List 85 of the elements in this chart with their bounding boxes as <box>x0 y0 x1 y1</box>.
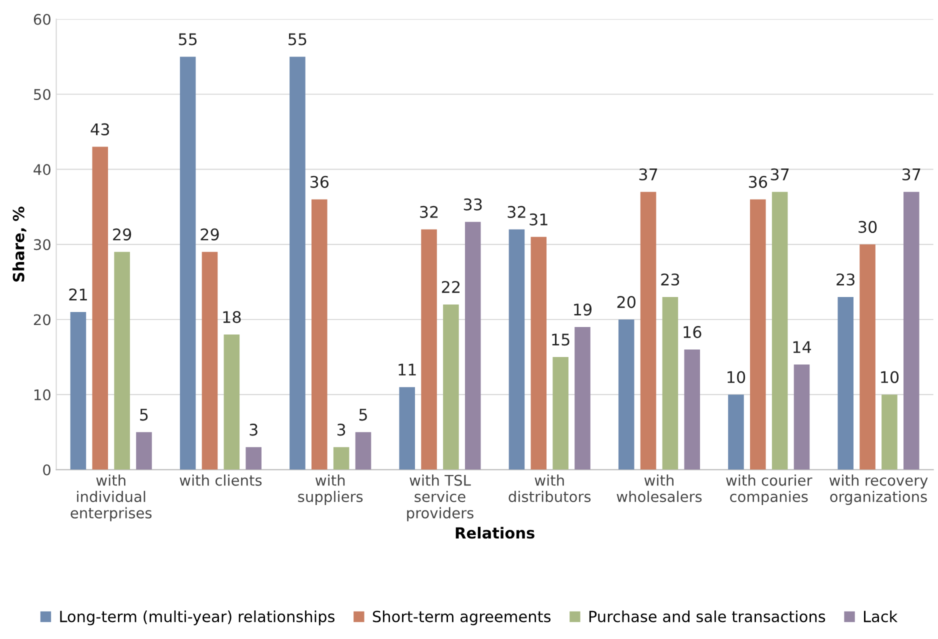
bar <box>290 56 306 470</box>
bar <box>882 394 898 470</box>
bar <box>355 432 372 470</box>
data-label: 3 <box>337 424 346 436</box>
bar <box>70 312 86 470</box>
x-tick-label: with suppliers <box>298 474 363 505</box>
data-label: 37 <box>639 168 658 180</box>
data-label: 33 <box>464 198 482 210</box>
bar <box>421 229 437 470</box>
bar <box>136 432 152 470</box>
data-label: 23 <box>661 273 680 286</box>
y-tick-label: 10 <box>34 389 50 400</box>
bar <box>464 222 481 470</box>
y-axis-title: Share, % <box>12 206 26 282</box>
bar <box>114 252 130 470</box>
y-tick-label: 50 <box>34 88 50 100</box>
bar <box>772 192 788 470</box>
bar <box>92 146 108 470</box>
legend-label: Long-term (multi-year) relationships <box>60 610 334 626</box>
bar <box>860 244 876 470</box>
bar <box>838 296 854 470</box>
data-label: 29 <box>113 228 132 240</box>
x-tick-label: with TSL service providers <box>407 474 474 522</box>
data-label: 20 <box>617 296 636 308</box>
bar <box>224 334 240 470</box>
bar <box>246 447 262 470</box>
data-label: 36 <box>310 176 329 188</box>
bar <box>508 229 525 470</box>
data-label: 21 <box>69 288 87 300</box>
x-tick-label: with recovery organizations <box>829 474 928 505</box>
legend-label: Purchase and sale transactions <box>589 610 826 622</box>
data-label: 3 <box>250 424 258 436</box>
legend-label: Short-term agreements <box>372 610 551 626</box>
data-label: 16 <box>684 326 702 338</box>
bar <box>202 252 218 470</box>
bar <box>180 56 196 470</box>
bar <box>618 320 634 470</box>
data-label: 30 <box>858 220 877 233</box>
data-label: 10 <box>728 371 746 384</box>
data-label: 36 <box>748 176 768 188</box>
x-tick-label: with clients <box>180 474 262 486</box>
data-label: 55 <box>178 33 197 46</box>
data-label: 31 <box>530 213 548 226</box>
data-label: 5 <box>140 408 148 421</box>
bar <box>728 394 744 470</box>
bar <box>574 327 590 470</box>
bar <box>903 192 920 470</box>
bar <box>794 364 810 470</box>
y-tick-label: 60 <box>34 14 50 25</box>
x-tick-label: with wholesalers <box>616 474 702 502</box>
bar <box>662 296 678 470</box>
data-label: 23 <box>836 273 854 286</box>
bar <box>640 192 656 470</box>
y-tick-label: 0 <box>43 464 50 476</box>
data-label: 32 <box>508 206 526 218</box>
data-label: 11 <box>398 364 416 376</box>
x-axis-title: Relations <box>456 526 534 539</box>
x-tick-label: with distributors <box>508 474 591 502</box>
data-label: 29 <box>200 228 219 240</box>
data-label: 5 <box>359 408 367 421</box>
data-label: 19 <box>574 304 592 316</box>
data-label: 43 <box>90 123 110 136</box>
bar <box>399 387 415 470</box>
bar <box>750 199 766 470</box>
bar <box>311 199 328 470</box>
y-tick-label: 40 <box>34 164 50 176</box>
x-tick-label: with individual enterprises <box>70 474 152 522</box>
data-label: 18 <box>223 311 241 324</box>
data-label: 32 <box>420 206 438 218</box>
bar <box>443 304 459 470</box>
bar <box>530 236 547 470</box>
bar <box>333 447 350 470</box>
legend-label: Lack <box>864 610 898 622</box>
data-label: 22 <box>442 280 460 293</box>
bar <box>684 350 700 470</box>
y-tick-label: 20 <box>34 314 50 326</box>
bar <box>552 357 568 470</box>
data-label: 37 <box>902 168 920 180</box>
x-tick-label: with courier companies <box>726 474 812 505</box>
data-label: 10 <box>881 371 899 384</box>
data-label: 37 <box>770 168 789 180</box>
data-label: 14 <box>793 341 812 353</box>
y-tick-label: 30 <box>34 239 50 250</box>
data-label: 15 <box>552 334 570 346</box>
data-label: 55 <box>288 33 306 46</box>
